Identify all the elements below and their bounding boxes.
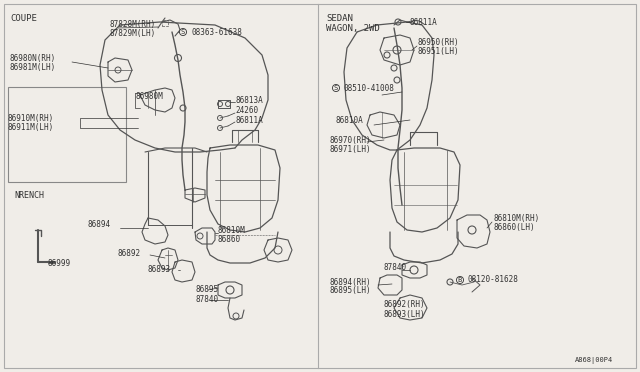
- Text: 86951(LH): 86951(LH): [417, 46, 459, 55]
- Circle shape: [233, 313, 239, 319]
- Circle shape: [218, 125, 223, 131]
- Text: S: S: [181, 29, 185, 35]
- Circle shape: [225, 102, 230, 106]
- Circle shape: [394, 77, 400, 83]
- Text: 86813A: 86813A: [235, 96, 263, 105]
- Circle shape: [115, 67, 121, 73]
- Text: 87829M(LH): 87829M(LH): [110, 29, 156, 38]
- Circle shape: [391, 65, 397, 71]
- Text: 86811A: 86811A: [410, 17, 438, 26]
- Text: 86894: 86894: [88, 219, 111, 228]
- Text: 86910M(RH): 86910M(RH): [8, 113, 54, 122]
- Circle shape: [447, 279, 453, 285]
- Circle shape: [393, 46, 401, 54]
- Text: 86860(LH): 86860(LH): [494, 222, 536, 231]
- Text: NRENCH: NRENCH: [14, 190, 44, 199]
- Circle shape: [218, 102, 223, 106]
- Text: 86980N(RH): 86980N(RH): [10, 54, 56, 62]
- Text: 24260: 24260: [235, 106, 258, 115]
- Text: 86894(RH): 86894(RH): [330, 278, 372, 286]
- Text: 86981M(LH): 86981M(LH): [10, 62, 56, 71]
- Text: 86860: 86860: [218, 234, 241, 244]
- Text: COUPE: COUPE: [10, 13, 37, 22]
- Circle shape: [384, 52, 390, 58]
- Circle shape: [218, 115, 223, 121]
- Text: SEDAN: SEDAN: [326, 13, 353, 22]
- Text: 08363-61638: 08363-61638: [192, 28, 243, 36]
- Text: 87840: 87840: [384, 263, 407, 273]
- Text: 87840: 87840: [195, 295, 218, 304]
- Text: 86895(LH): 86895(LH): [330, 286, 372, 295]
- Text: 86892(RH): 86892(RH): [384, 301, 426, 310]
- Circle shape: [180, 105, 186, 111]
- Text: A868|00P4: A868|00P4: [575, 356, 613, 363]
- Text: 86893(LH): 86893(LH): [384, 310, 426, 318]
- Text: 86810A: 86810A: [336, 115, 364, 125]
- Text: 86892: 86892: [118, 250, 141, 259]
- Text: 86971(LH): 86971(LH): [330, 144, 372, 154]
- Bar: [8, 87, 126, 182]
- Circle shape: [468, 226, 476, 234]
- Circle shape: [274, 246, 282, 254]
- Text: 86895: 86895: [195, 285, 218, 295]
- Text: 86811A: 86811A: [235, 115, 263, 125]
- Text: S: S: [334, 85, 338, 91]
- Circle shape: [226, 286, 234, 294]
- Text: 86980M: 86980M: [135, 92, 163, 100]
- Text: 86893: 86893: [148, 266, 171, 275]
- Text: B: B: [458, 277, 462, 283]
- Circle shape: [410, 266, 418, 274]
- Text: 86810M(RH): 86810M(RH): [494, 214, 540, 222]
- Text: 86950(RH): 86950(RH): [417, 38, 459, 46]
- Text: 86970(RH): 86970(RH): [330, 135, 372, 144]
- Circle shape: [175, 55, 182, 61]
- Circle shape: [395, 19, 401, 25]
- Text: 86911M(LH): 86911M(LH): [8, 122, 54, 131]
- Text: 87828M(RH): 87828M(RH): [110, 19, 156, 29]
- Text: WAGON, 2WD: WAGON, 2WD: [326, 23, 380, 32]
- Text: 08510-41008: 08510-41008: [344, 83, 395, 93]
- Circle shape: [197, 233, 203, 239]
- Text: 86999: 86999: [48, 259, 71, 267]
- Text: 08120-81628: 08120-81628: [468, 276, 519, 285]
- Text: 86810M: 86810M: [218, 225, 246, 234]
